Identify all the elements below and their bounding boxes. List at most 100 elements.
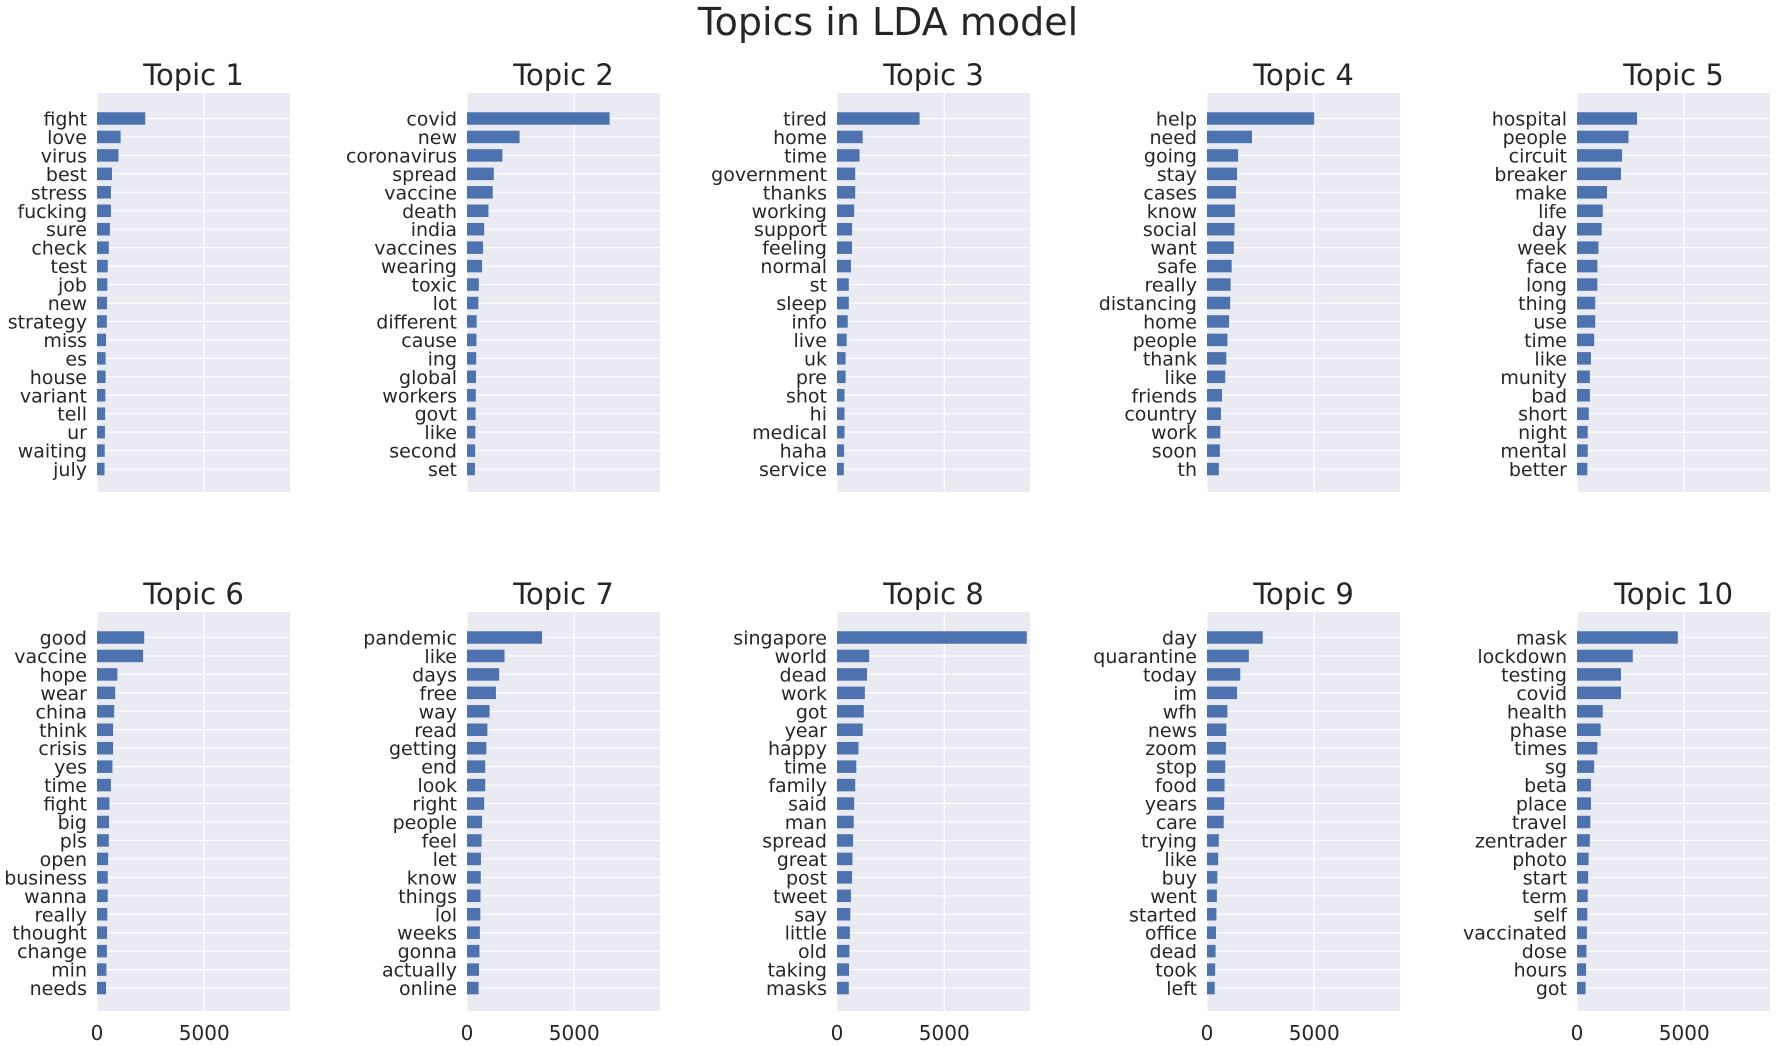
category-label: munity	[1500, 367, 1567, 389]
bar-man	[837, 815, 854, 829]
bar-covid	[467, 112, 610, 125]
bar-better	[1577, 462, 1588, 476]
bar-vaccine	[97, 649, 144, 663]
bar-short	[1577, 407, 1589, 420]
bar-health	[1577, 705, 1603, 718]
bar-tired	[837, 112, 920, 125]
bar-really	[1207, 278, 1231, 291]
category-label: testing	[1501, 664, 1567, 686]
category-label: great	[777, 849, 827, 871]
topic-panel-6: goodvaccinehopewearchinathinkcrisisyesti…	[4, 577, 290, 1045]
category-label: virus	[41, 145, 87, 167]
bar-lockdown	[1577, 649, 1633, 663]
bar-thought	[97, 926, 108, 939]
category-label: feeling	[762, 238, 827, 260]
category-label: hope	[40, 664, 87, 686]
bar-uk	[837, 352, 846, 365]
category-label: covid	[1516, 683, 1567, 705]
bar-service	[837, 462, 844, 476]
category-label: like	[1534, 348, 1567, 370]
category-label: working	[752, 201, 827, 223]
bar-people	[467, 815, 483, 829]
bar-office	[1207, 926, 1217, 939]
category-label: let	[433, 849, 457, 871]
category-label: like	[1164, 367, 1197, 389]
category-label: th	[1178, 459, 1198, 481]
category-label: shot	[786, 385, 827, 407]
panel-title: Topic 8	[882, 577, 984, 611]
category-label: said	[788, 794, 827, 816]
bar-feel	[467, 834, 482, 847]
bar-took	[1207, 963, 1216, 976]
bar-hi	[837, 407, 845, 420]
bar-new	[97, 296, 108, 310]
category-label: yes	[54, 757, 87, 779]
category-label: govt	[415, 404, 457, 426]
category-label: set	[428, 459, 457, 481]
category-label: need	[1150, 127, 1197, 149]
category-label: day	[1162, 628, 1197, 650]
category-label: mask	[1516, 628, 1567, 650]
bar-people	[1577, 130, 1629, 144]
bar-hours	[1577, 963, 1587, 976]
bar-way	[467, 705, 490, 718]
bar-night	[1577, 425, 1588, 439]
bar-pls	[97, 834, 109, 847]
category-label: best	[46, 164, 87, 186]
bar-shot	[837, 389, 845, 402]
category-label: live	[794, 330, 828, 352]
category-label: thing	[1518, 293, 1567, 315]
category-label: pandemic	[363, 628, 457, 650]
bar-like	[1207, 370, 1226, 384]
bar-zentrader	[1577, 834, 1590, 847]
bar-thank	[1207, 352, 1227, 365]
bar-india	[467, 222, 485, 236]
bar-government	[837, 167, 856, 181]
bar-mask	[1577, 631, 1678, 644]
category-label: term	[1522, 886, 1567, 908]
category-label: sleep	[776, 293, 827, 315]
category-label: masks	[766, 978, 827, 1000]
category-label: job	[57, 275, 87, 297]
category-label: mental	[1500, 441, 1567, 463]
category-label: took	[1155, 960, 1197, 982]
panel-title: Topic 4	[1252, 58, 1354, 92]
category-label: st	[810, 275, 827, 297]
category-label: time	[44, 775, 87, 797]
category-label: wanna	[24, 886, 87, 908]
bar-info	[837, 315, 848, 328]
x-tick-label: 5000	[549, 1021, 600, 1045]
category-label: started	[1129, 904, 1197, 926]
category-label: phase	[1510, 720, 1567, 742]
category-label: wearing	[381, 256, 457, 278]
bar-free	[467, 686, 496, 700]
category-label: pre	[796, 367, 827, 389]
category-label: cause	[401, 330, 457, 352]
category-label: vaccine	[14, 646, 87, 668]
bar-like	[467, 425, 476, 439]
bar-taking	[837, 963, 850, 976]
panel-background	[1207, 93, 1400, 492]
category-label: crisis	[38, 738, 87, 760]
x-tick-label: 5000	[1289, 1021, 1340, 1045]
bar-day	[1577, 222, 1602, 236]
bar-time	[837, 149, 860, 162]
bar-global	[467, 370, 477, 384]
category-label: good	[40, 628, 87, 650]
category-label: actually	[382, 960, 457, 982]
category-label: gonna	[398, 941, 457, 963]
category-label: second	[389, 441, 457, 463]
bar-safe	[1207, 259, 1232, 273]
category-label: workers	[382, 385, 457, 407]
category-label: breaker	[1494, 164, 1567, 186]
category-label: really	[34, 904, 87, 926]
bar-zoom	[1207, 741, 1226, 755]
bar-gonna	[467, 944, 480, 958]
category-label: zentrader	[1475, 830, 1567, 852]
bar-life	[1577, 204, 1603, 217]
category-label: miss	[43, 330, 87, 352]
category-label: feel	[422, 830, 457, 852]
bar-distancing	[1207, 296, 1231, 310]
bar-people	[1207, 333, 1228, 347]
bar-lot	[467, 296, 479, 310]
